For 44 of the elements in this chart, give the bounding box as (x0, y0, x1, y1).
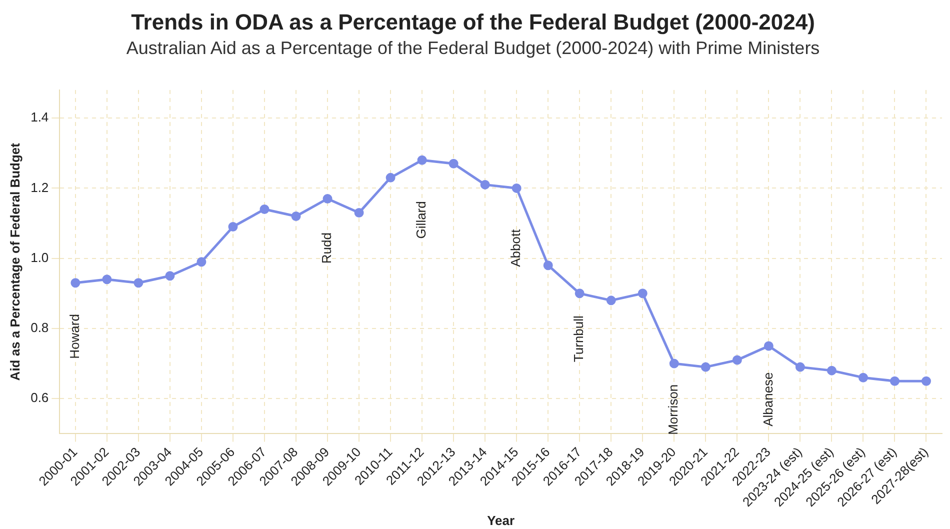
y-tick-label: 1.4 (30, 110, 49, 125)
point (291, 212, 301, 222)
point (606, 296, 616, 306)
y-tick-label: 1.2 (30, 180, 49, 195)
point (102, 274, 112, 284)
point (512, 183, 522, 193)
point (417, 155, 427, 165)
annotation: Gillard (414, 201, 429, 239)
point (260, 204, 270, 214)
y-tick-label: 0.8 (30, 320, 49, 336)
x-axis-title: Year (487, 512, 515, 528)
point (858, 372, 868, 382)
point (543, 260, 553, 270)
point (480, 180, 490, 190)
point (574, 288, 584, 298)
point (70, 278, 80, 288)
point (921, 376, 931, 386)
y-tick-label: 1.0 (30, 250, 49, 265)
annotation: Albanese (760, 372, 776, 426)
point (795, 362, 805, 372)
point (826, 366, 836, 376)
point (700, 362, 710, 372)
point (638, 288, 648, 298)
annotation: Rudd (319, 232, 334, 264)
point (448, 158, 458, 168)
point (196, 257, 206, 267)
point (732, 355, 742, 365)
annotation: Howard (67, 314, 82, 359)
point (322, 194, 332, 204)
chart-title: Trends in ODA as a Percentage of the Federal Budget (2000-2024) (131, 9, 815, 34)
point (165, 271, 175, 281)
point (354, 208, 364, 218)
annotation: Turnbull (571, 315, 586, 362)
annotation: Abbott (508, 228, 524, 267)
point (134, 278, 144, 288)
point (764, 341, 774, 351)
y-tick-label: 0.6 (30, 390, 49, 406)
point (386, 172, 396, 182)
annotation: Morrison (666, 384, 681, 435)
point (890, 376, 900, 386)
point (669, 358, 679, 368)
y-axis-title: Aid as a Percentage of Federal Budget (7, 142, 22, 381)
point (228, 222, 238, 232)
chart-subtitle: Australian Aid as a Percentage of the Federal Budget (2000-2024) with Prime Ministers (126, 38, 820, 58)
